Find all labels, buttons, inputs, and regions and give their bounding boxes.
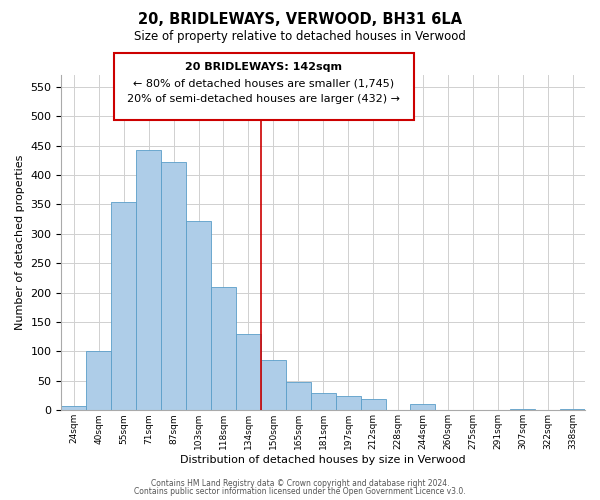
Text: Contains public sector information licensed under the Open Government Licence v3: Contains public sector information licen… xyxy=(134,487,466,496)
Bar xyxy=(335,396,361,410)
Bar xyxy=(161,162,186,410)
Bar xyxy=(136,150,161,410)
Text: 20% of semi-detached houses are larger (432) →: 20% of semi-detached houses are larger (… xyxy=(127,94,401,104)
Text: Size of property relative to detached houses in Verwood: Size of property relative to detached ho… xyxy=(134,30,466,43)
Text: 20 BRIDLEWAYS: 142sqm: 20 BRIDLEWAYS: 142sqm xyxy=(185,62,343,72)
Bar xyxy=(186,221,211,410)
Text: Contains HM Land Registry data © Crown copyright and database right 2024.: Contains HM Land Registry data © Crown c… xyxy=(151,478,449,488)
Bar xyxy=(560,409,585,410)
Bar xyxy=(111,202,136,410)
Bar xyxy=(86,351,111,410)
Bar xyxy=(410,404,436,410)
Bar xyxy=(311,393,335,410)
Text: 20, BRIDLEWAYS, VERWOOD, BH31 6LA: 20, BRIDLEWAYS, VERWOOD, BH31 6LA xyxy=(138,12,462,28)
Y-axis label: Number of detached properties: Number of detached properties xyxy=(15,155,25,330)
Bar xyxy=(261,360,286,410)
X-axis label: Distribution of detached houses by size in Verwood: Distribution of detached houses by size … xyxy=(181,455,466,465)
Bar xyxy=(286,382,311,410)
Bar xyxy=(236,334,261,410)
Bar xyxy=(361,398,386,410)
Bar xyxy=(211,288,236,410)
Text: ← 80% of detached houses are smaller (1,745): ← 80% of detached houses are smaller (1,… xyxy=(133,78,395,88)
Bar xyxy=(61,406,86,410)
Bar xyxy=(510,409,535,410)
